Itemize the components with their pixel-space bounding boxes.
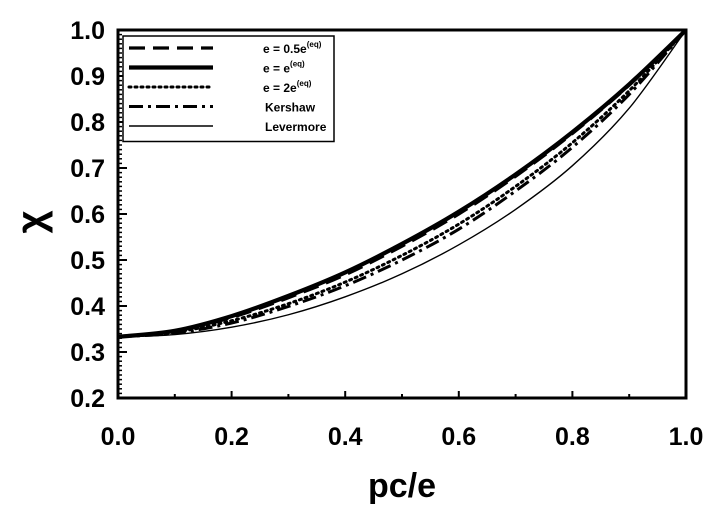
y-tick-label: 1.0 [70, 17, 105, 45]
series-line-2 [117, 28, 688, 339]
series-layer [116, 28, 688, 339]
y-tick-label: 0.6 [70, 201, 105, 229]
x-tick-label: 0.8 [555, 423, 590, 451]
x-tick-label: 0.6 [441, 423, 476, 451]
legend-label-text: e = e [263, 62, 290, 76]
y-axis-title: χ [9, 210, 53, 233]
x-axis: 0.0 0.2 0.4 0.6 0.8 1.0 [101, 391, 704, 451]
legend-label-4: Kershaw [265, 101, 316, 115]
series-line-5 [117, 29, 687, 338]
y-tick-label: 0.3 [70, 339, 105, 367]
legend-label-text: Kershaw [265, 101, 316, 115]
legend-label-superscript: (eq) [297, 79, 312, 88]
x-tick-label: 1.0 [669, 423, 704, 451]
y-tick-label: 0.5 [70, 247, 105, 275]
y-tick-label: 0.8 [70, 109, 105, 137]
legend-box [122, 35, 335, 143]
legend-label-text: Levermore [265, 120, 327, 134]
legend-label-5: Levermore [265, 120, 327, 134]
y-tick-label: 0.7 [70, 155, 105, 183]
y-axis: 0.2 0.3 0.4 0.5 0.6 0.7 0.8 0.9 1.0 [70, 17, 127, 413]
y-tick-label: 0.2 [70, 385, 105, 413]
legend-label-superscript: (eq) [307, 40, 322, 49]
series-line-3 [116, 28, 688, 339]
x-tick-label: 0.4 [328, 423, 363, 451]
legend-label-text: e = 0.5e [263, 42, 307, 56]
legend: e = 0.5e(eq)e = e(eq)e = 2e(eq)KershawLe… [122, 35, 335, 143]
y-tick-label: 0.9 [70, 63, 105, 91]
legend-label-1: e = 0.5e(eq) [263, 40, 322, 56]
y-tick-label: 0.4 [70, 293, 105, 321]
legend-label-2: e = e(eq) [263, 60, 305, 76]
series-line-4 [117, 29, 688, 339]
x-tick-label: 0.2 [214, 423, 249, 451]
legend-label-superscript: (eq) [290, 60, 305, 69]
legend-label-text: e = 2e [263, 81, 297, 95]
legend-label-3: e = 2e(eq) [263, 79, 312, 95]
x-axis-title: pc/e [368, 467, 436, 505]
x-tick-label: 0.0 [101, 423, 136, 451]
